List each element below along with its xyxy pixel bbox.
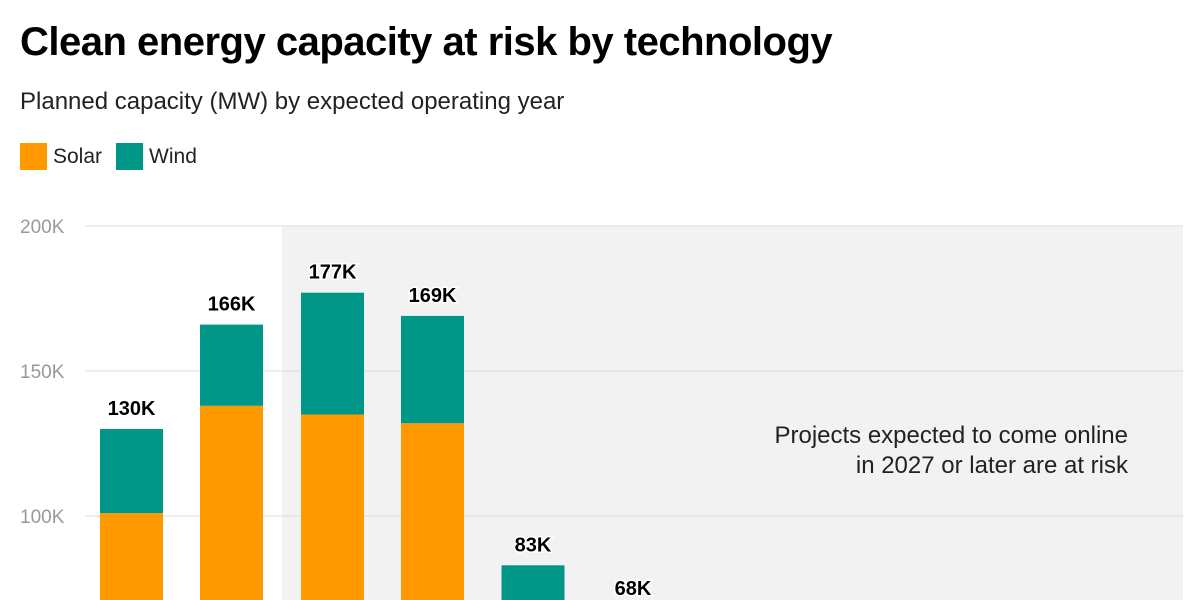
bar-solar <box>301 414 364 600</box>
y-tick-label: 100K <box>20 507 65 528</box>
y-tick-label: 150K <box>20 362 65 383</box>
bar-total-label: 83K <box>515 534 552 556</box>
chart-title: Clean energy capacity at risk by technol… <box>20 20 833 64</box>
annotation-line: Projects expected to come online <box>774 422 1128 449</box>
bar-solar <box>100 513 163 600</box>
bar-total-label: 177K <box>309 262 357 284</box>
bar-solar <box>401 423 464 600</box>
bar-wind <box>100 429 163 514</box>
legend-swatch-solar <box>20 143 47 170</box>
annotation-line: in 2027 or later are at risk <box>856 452 1129 479</box>
legend-label-solar: Solar <box>53 144 103 168</box>
bar-wind <box>501 565 565 600</box>
bar-wind <box>401 315 464 424</box>
legend-label-wind: Wind <box>149 144 197 168</box>
bar-wind <box>200 324 263 406</box>
bar-total-label: 68K <box>615 578 652 600</box>
bar-wind <box>301 292 364 415</box>
bar-total-label: 166K <box>208 294 256 316</box>
chart-subtitle: Planned capacity (MW) by expected operat… <box>20 88 565 115</box>
bar-total-label: 169K <box>409 285 457 307</box>
bar-total-label: 130K <box>108 398 156 420</box>
legend-item-wind: Wind <box>116 143 197 170</box>
bar-solar <box>200 405 263 600</box>
legend-item-solar: Solar <box>20 143 102 170</box>
legend-swatch-wind <box>116 143 144 170</box>
y-tick-label: 200K <box>20 217 65 238</box>
legend: Solar Wind <box>20 143 197 170</box>
